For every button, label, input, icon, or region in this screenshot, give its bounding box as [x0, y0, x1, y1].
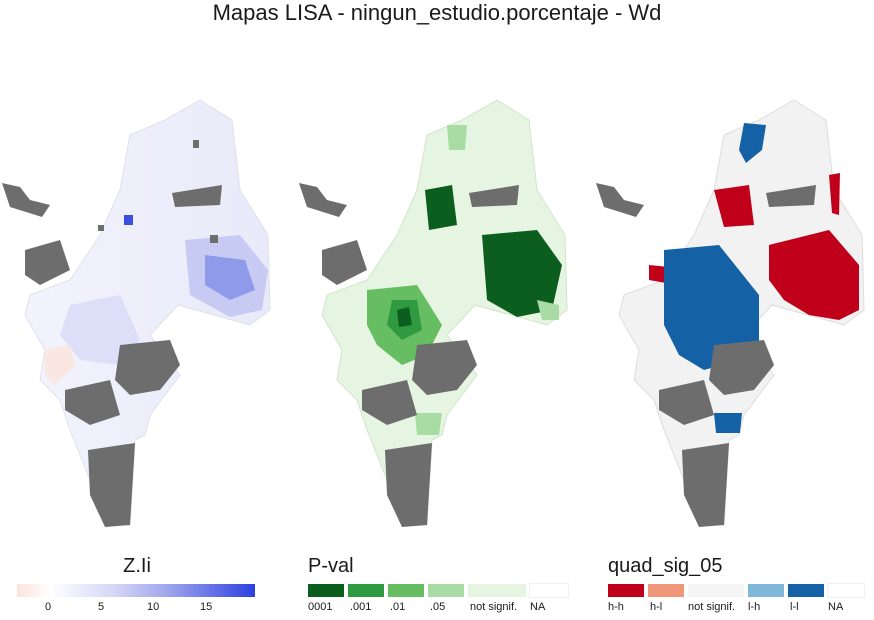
legend-swatch [468, 584, 526, 597]
legend-tick: 5 [98, 601, 105, 613]
legend-quad-swatches [608, 583, 868, 598]
legend-tick: 15 [200, 601, 213, 613]
legend-label: not signif. [470, 601, 518, 613]
pval-0001-zone [397, 307, 412, 327]
legend-quad: quad_sig_05 h-h h-l not signif. l-h l-l … [608, 555, 868, 617]
na-zone [682, 443, 729, 527]
legend-pval: P-val 0001 .001 .01 .05 not signif. NA [308, 555, 569, 617]
na-zone [322, 240, 367, 285]
legend-swatch [608, 584, 644, 597]
hh-zone [714, 185, 754, 227]
pval-05-zone [537, 300, 559, 320]
legend-swatch [348, 584, 384, 597]
legend-pval-title: P-val [308, 555, 354, 577]
hh-zone [769, 230, 859, 320]
legend-swatch [788, 584, 824, 597]
zone-pink [45, 345, 75, 385]
na-zone [469, 185, 519, 207]
legend-label: .01 [390, 601, 406, 613]
legend-label: l-h [748, 601, 761, 613]
legend-swatch [308, 584, 344, 597]
legend-quad-labels: h-h h-l not signif. l-h l-l NA [608, 601, 868, 617]
legend-label: l-l [790, 601, 799, 613]
na-zone [25, 240, 70, 285]
map-pval [299, 99, 568, 527]
pval-0001-zone [482, 230, 562, 317]
na-zone [766, 185, 816, 207]
legend-label: NA [530, 601, 546, 613]
ll-zone [739, 123, 766, 163]
na-zone [2, 183, 50, 217]
legend-swatch [428, 584, 464, 597]
legend-zli-title: Z.Ii [123, 555, 151, 577]
na-zone [385, 443, 432, 527]
na-zone [299, 183, 347, 217]
ll-zone [664, 245, 759, 370]
na-zone [362, 380, 417, 425]
na-zone [115, 340, 180, 395]
legend-swatch [748, 584, 784, 597]
map-zli [2, 99, 271, 527]
map-quad [596, 99, 865, 527]
legend-label: .05 [430, 601, 446, 613]
legend-pval-labels: 0001 .001 .01 .05 not signif. NA [308, 601, 568, 617]
legend-pval-swatches [308, 583, 569, 598]
ll-zone [714, 413, 742, 433]
legend-label: h-l [650, 601, 663, 613]
legend-zli: Z.Ii 0 5 10 15 [17, 555, 257, 617]
legend-swatch [648, 584, 684, 597]
na-zone [709, 340, 774, 395]
legend-label: not signif. [688, 601, 736, 613]
legend-label: NA [828, 601, 844, 613]
na-zone [193, 140, 199, 148]
legend-label: 0001 [308, 601, 333, 613]
na-zone [172, 185, 222, 207]
pval-05-zone [415, 413, 442, 435]
plot-title: Mapas LISA - ningun_estudio.porcentaje -… [212, 0, 662, 25]
legend-zli-gradient [17, 584, 255, 597]
legend-quad-title: quad_sig_05 [608, 555, 723, 577]
zone-med-east [205, 255, 255, 300]
pval-05-zone [447, 125, 467, 150]
zone-blue-dot [124, 215, 133, 225]
legend-tick: 10 [147, 601, 160, 613]
na-zone [88, 443, 135, 527]
legend-label: .001 [350, 601, 372, 613]
legend-tick: 0 [45, 601, 52, 613]
legend-swatch [529, 583, 569, 598]
legend-swatch [388, 584, 424, 597]
pval-001-zone [425, 185, 457, 230]
legend-swatch [827, 583, 865, 598]
na-zone [412, 340, 477, 395]
hh-zone [829, 173, 840, 215]
na-zone [596, 183, 644, 217]
legend-label: h-h [608, 601, 624, 613]
na-zone [659, 380, 714, 425]
na-zone [98, 225, 104, 231]
na-zone [65, 380, 120, 425]
na-zone [210, 235, 218, 243]
legend-swatch [688, 584, 744, 597]
legend-zli-ticks: 0 5 10 15 [17, 601, 257, 617]
